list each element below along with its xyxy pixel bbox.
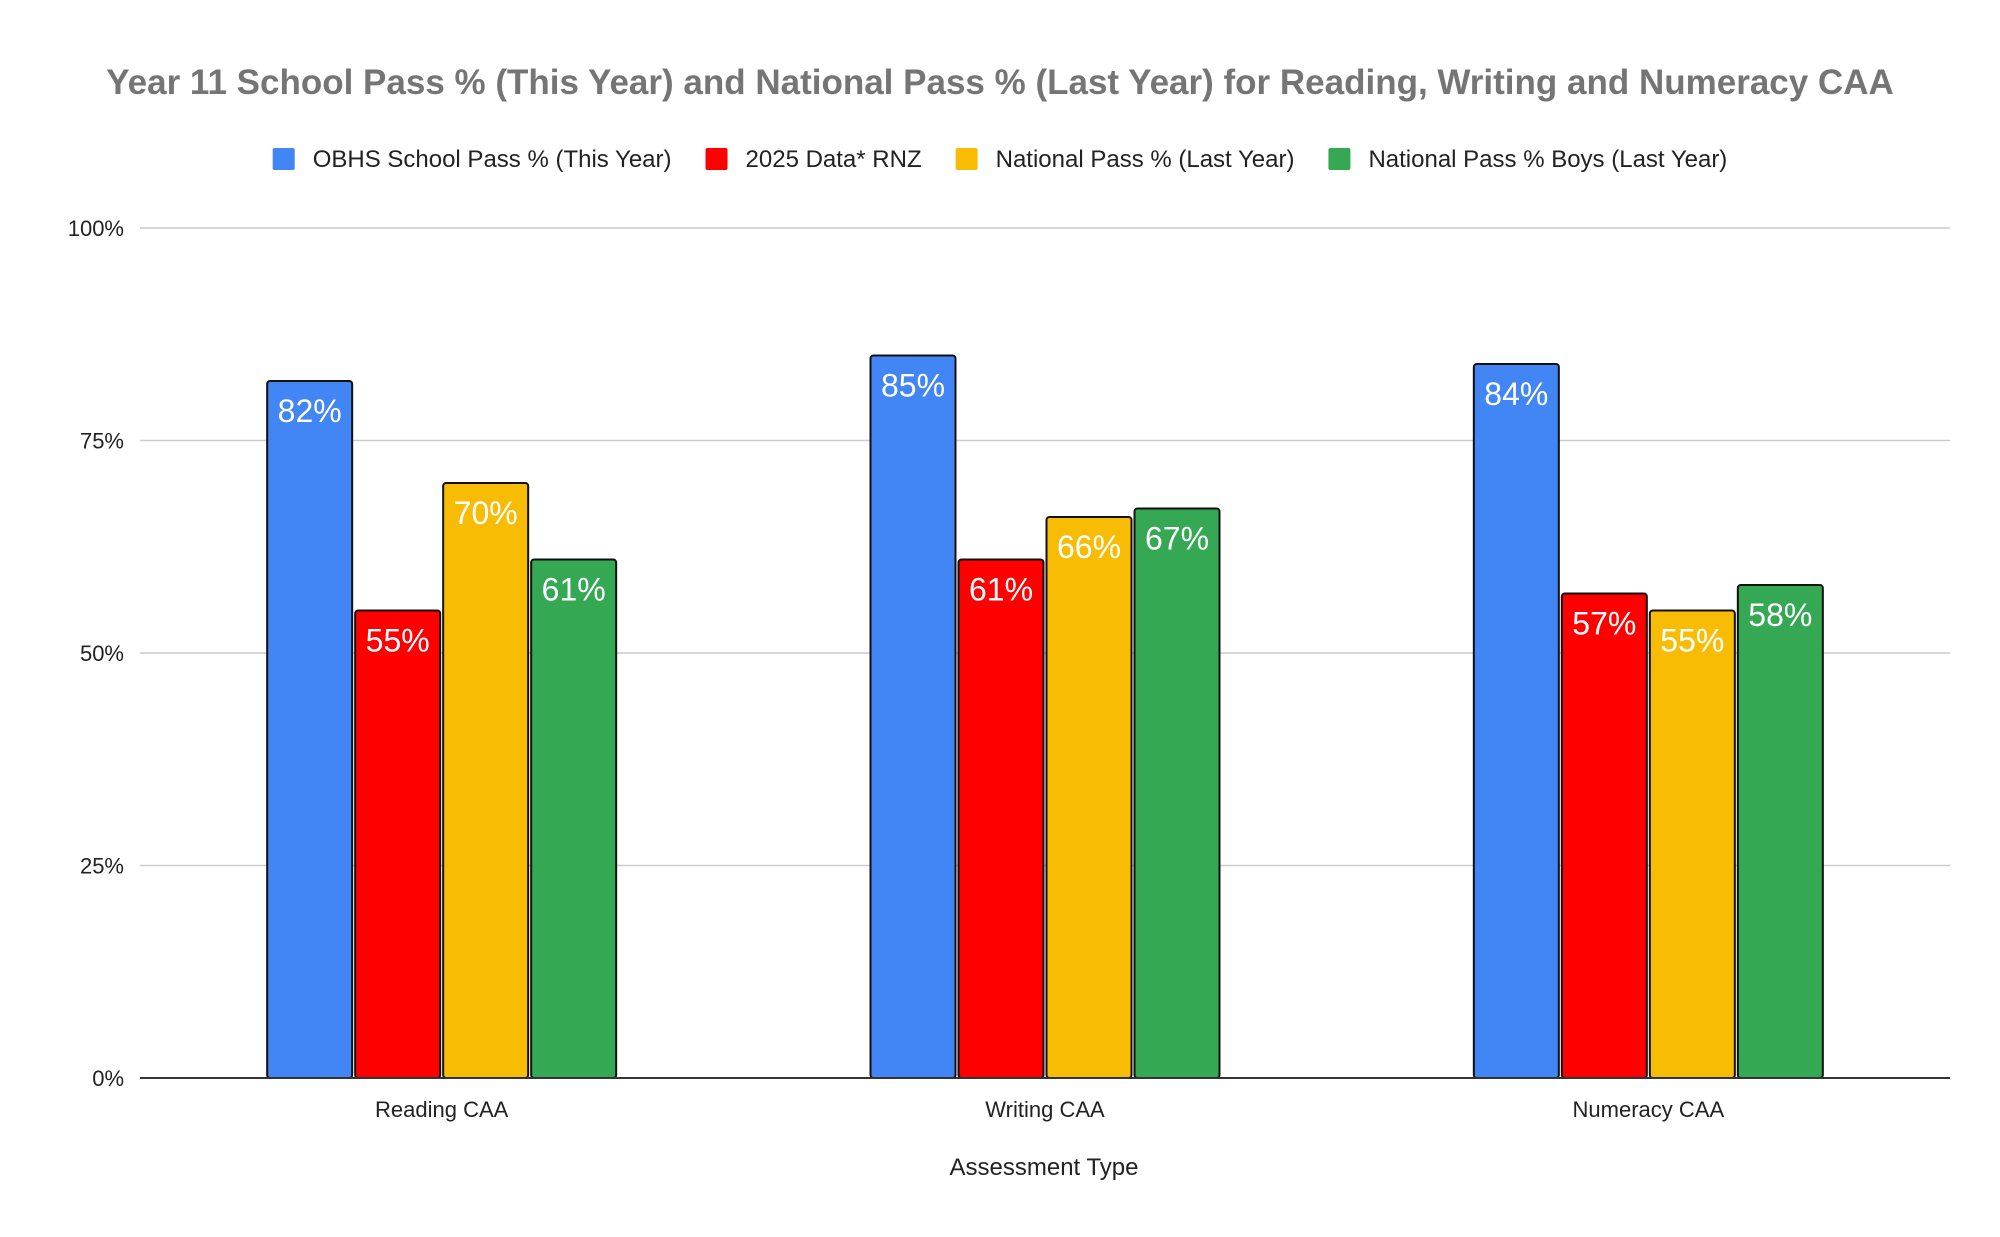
- legend-item: National Pass % Boys (Last Year): [1328, 146, 1727, 173]
- legend-swatch: [705, 148, 728, 170]
- x-tick-label: Numeracy CAA: [1573, 1097, 1725, 1122]
- bar: [530, 558, 618, 1079]
- bar: [266, 380, 354, 1079]
- bar: [1736, 584, 1824, 1079]
- legend-item: 2025 Data* RNZ: [705, 146, 922, 173]
- x-axis-tick-labels: Reading CAA Writing CAA Numeracy CAA: [375, 1097, 1724, 1122]
- bar-value-label: 55%: [1660, 623, 1724, 659]
- bar: [442, 482, 530, 1079]
- bar-value-label: 55%: [366, 623, 430, 659]
- y-tick-label: 25%: [80, 854, 124, 879]
- data-labels: 82% 55% 70% 61% 85% 61% 66% 67% 84% 57% 55% 58%: [278, 368, 1813, 659]
- bars: [266, 354, 1824, 1079]
- bar: [1648, 609, 1736, 1079]
- bar-value-label: 61%: [542, 572, 606, 608]
- legend-label: OBHS School Pass % (This Year): [313, 146, 672, 173]
- legend-swatch: [1328, 148, 1351, 170]
- bar: [957, 558, 1045, 1079]
- x-tick-label: Reading CAA: [375, 1097, 509, 1122]
- x-axis-title: Assessment Type: [950, 1154, 1139, 1181]
- legend: OBHS School Pass % (This Year) 2025 Data*…: [272, 146, 1727, 173]
- legend-label: 2025 Data* RNZ: [746, 146, 922, 173]
- y-tick-label: 0%: [92, 1066, 124, 1091]
- gridlines: [140, 227, 1950, 867]
- bar-value-label: 85%: [881, 368, 945, 404]
- bar-value-label: 57%: [1572, 606, 1636, 642]
- legend-swatch: [955, 148, 978, 170]
- x-tick-label: Writing CAA: [985, 1097, 1105, 1122]
- legend-item: OBHS School Pass % (This Year): [272, 146, 672, 173]
- legend-swatch: [272, 148, 295, 170]
- bar-value-label: 84%: [1484, 376, 1548, 412]
- bar: [1560, 592, 1648, 1079]
- bar-value-label: 70%: [454, 495, 518, 531]
- legend-item: National Pass % (Last Year): [955, 146, 1295, 173]
- chart-title: Year 11 School Pass % (This Year) and Na…: [106, 63, 1894, 102]
- legend-label: National Pass % (Last Year): [996, 146, 1295, 173]
- legend-label: National Pass % Boys (Last Year): [1368, 146, 1727, 173]
- bar-value-label: 66%: [1057, 529, 1121, 565]
- bar-value-label: 67%: [1145, 521, 1209, 557]
- y-tick-label: 50%: [80, 641, 124, 666]
- bar: [1133, 507, 1221, 1079]
- bar: [354, 609, 442, 1079]
- bar-value-label: 61%: [969, 572, 1033, 608]
- bar-value-label: 58%: [1748, 597, 1812, 633]
- bar: [869, 354, 957, 1079]
- bar: [1045, 516, 1133, 1079]
- y-tick-label: 100%: [68, 216, 124, 241]
- bar-value-label: 82%: [278, 393, 342, 429]
- y-tick-label: 75%: [80, 429, 124, 454]
- bar: [1472, 363, 1560, 1079]
- y-axis-tick-labels: 0% 25% 50% 75% 100%: [68, 216, 124, 1091]
